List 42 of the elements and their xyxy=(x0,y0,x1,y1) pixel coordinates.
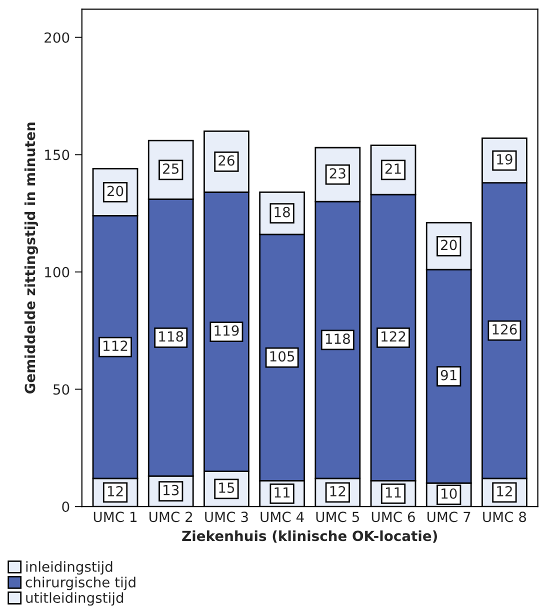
legend-label: inleidingstijd xyxy=(26,561,112,575)
data-label: 91 xyxy=(440,370,456,380)
data-label: 12 xyxy=(330,486,346,496)
data-label: 126 xyxy=(492,324,517,335)
data-label: 21 xyxy=(385,163,401,174)
x-tick-label: UMC 3 xyxy=(205,512,248,522)
data-label: 19 xyxy=(497,154,512,165)
data-label: 12 xyxy=(108,486,123,496)
data-label: 119 xyxy=(214,325,239,336)
x-axis-title: Ziekenhuis (klinische OK-locatie) xyxy=(182,530,437,543)
legend-label: chirurgische tijd xyxy=(26,576,136,590)
data-label: 15 xyxy=(219,482,234,493)
y-tick-label: 200 xyxy=(44,32,70,43)
data-label: 10 xyxy=(442,488,457,499)
x-tick-label: UMC 1 xyxy=(94,512,137,522)
x-tick-label: UMC 6 xyxy=(372,512,415,522)
data-label: 105 xyxy=(270,351,294,362)
data-label: 122 xyxy=(382,331,406,342)
data-label: 11 xyxy=(274,487,290,498)
data-label: 20 xyxy=(441,240,457,250)
x-tick-label: UMC 7 xyxy=(428,512,470,522)
data-label: 118 xyxy=(159,331,184,342)
x-tick-label: UMC 5 xyxy=(316,512,359,522)
data-label: 25 xyxy=(163,163,178,174)
data-label: 12 xyxy=(497,486,512,496)
data-label: 112 xyxy=(104,340,128,351)
data-label: 26 xyxy=(218,155,234,166)
y-tick-label: 150 xyxy=(45,150,70,160)
data-label: 23 xyxy=(330,168,346,179)
data-label: 13 xyxy=(164,484,179,496)
data-label: 118 xyxy=(326,334,350,344)
x-tick-label: UMC 2 xyxy=(150,512,192,522)
y-tick-label: 0 xyxy=(62,502,70,512)
x-tick-label: UMC 8 xyxy=(483,512,526,522)
y-tick-label: 100 xyxy=(45,266,70,278)
y-tick-label: 50 xyxy=(53,384,70,395)
data-label: 20 xyxy=(107,186,124,196)
legend-label: utitleidingstijd xyxy=(26,592,124,606)
y-axis-title: Gemiddelde zittingstijd in minuten xyxy=(24,122,38,394)
data-label: 18 xyxy=(274,206,290,218)
data-label: 11 xyxy=(386,487,401,498)
x-tick-label: UMC 4 xyxy=(260,512,304,522)
